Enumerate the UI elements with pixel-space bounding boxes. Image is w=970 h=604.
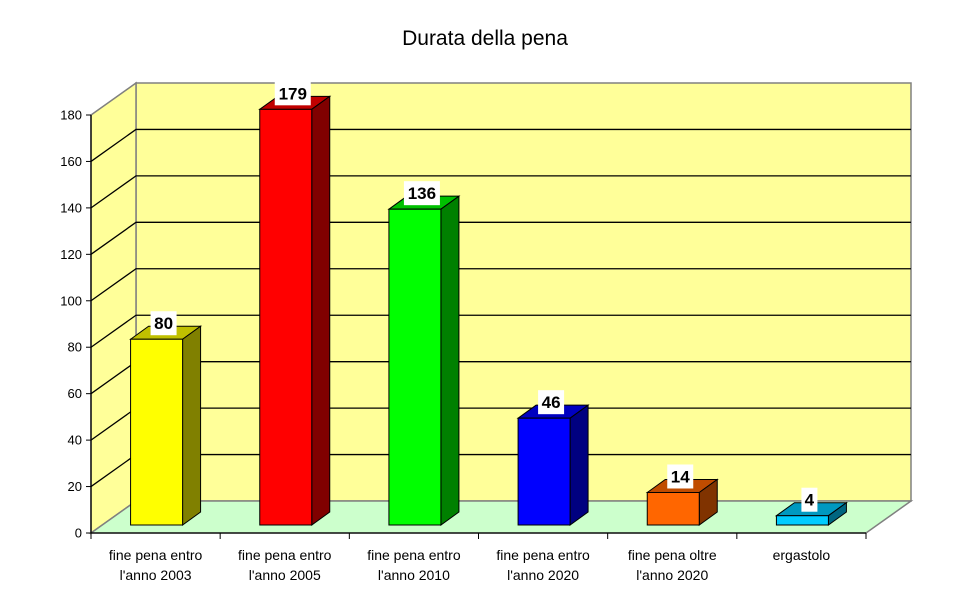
bar-side xyxy=(182,325,202,526)
data-label-box xyxy=(274,81,311,106)
data-label-box xyxy=(150,311,177,336)
bar-side xyxy=(311,95,331,526)
bar-front xyxy=(388,208,442,526)
y-tick-label: 120 xyxy=(60,247,82,262)
category-label: l'anno 2020 xyxy=(507,567,579,583)
category-label: fine pena entro xyxy=(496,547,590,563)
y-tick-label: 140 xyxy=(60,200,82,215)
axes: 0 20 40 60 80 100 120 140 160 180 xyxy=(60,108,867,541)
data-label-box xyxy=(403,181,440,206)
y-tick-label: 80 xyxy=(68,340,82,355)
data-label-box xyxy=(667,464,694,489)
gridline xyxy=(90,314,911,348)
bar-side xyxy=(440,195,460,526)
bars xyxy=(129,95,848,526)
bar-front xyxy=(646,491,700,526)
y-tick-label: 20 xyxy=(68,479,82,494)
data-label-box xyxy=(538,390,565,415)
category-label: l'anno 2005 xyxy=(249,567,321,583)
category-labels: fine pena entro l'anno 2003 fine pena entr… xyxy=(109,547,831,583)
bar xyxy=(516,404,590,526)
data-labels: 80 179 136 46 14 4 xyxy=(150,81,818,512)
bar-front xyxy=(517,417,571,526)
chart-walls xyxy=(88,81,914,535)
data-label: 4 xyxy=(805,491,815,510)
bar xyxy=(387,195,461,526)
category-label: l'anno 2010 xyxy=(378,567,450,583)
bar-front xyxy=(775,515,829,526)
bar-front xyxy=(130,338,184,526)
category-label: fine pena entro xyxy=(238,547,332,563)
bar xyxy=(258,95,332,526)
category-label: l'anno 2020 xyxy=(636,567,708,583)
bar-side xyxy=(569,404,589,526)
y-tick-label: 0 xyxy=(75,526,82,541)
category-label: fine pena entro xyxy=(367,547,461,563)
y-tick-label: 100 xyxy=(60,293,82,308)
bar xyxy=(129,325,203,526)
y-tick-label: 40 xyxy=(68,433,82,448)
y-tick-label: 160 xyxy=(60,154,82,169)
category-label: l'anno 2003 xyxy=(120,567,192,583)
data-label: 179 xyxy=(279,84,307,103)
gridline xyxy=(90,175,911,209)
y-tick-label: 180 xyxy=(60,108,82,123)
y-tick-label: 60 xyxy=(68,386,82,401)
gridline xyxy=(90,128,911,162)
gridline xyxy=(90,268,911,302)
gridline xyxy=(90,221,911,255)
data-label: 80 xyxy=(154,314,173,333)
data-label: 14 xyxy=(671,467,690,486)
data-label-box xyxy=(801,487,818,512)
data-label: 136 xyxy=(408,184,436,203)
side-wall xyxy=(90,81,137,535)
category-label: ergastolo xyxy=(773,547,831,563)
bar-front xyxy=(259,108,313,526)
category-label: fine pena oltre xyxy=(628,547,717,563)
data-label: 46 xyxy=(542,393,561,412)
chart-title: Durata della pena xyxy=(402,27,568,50)
category-label: fine pena entro xyxy=(109,547,203,563)
